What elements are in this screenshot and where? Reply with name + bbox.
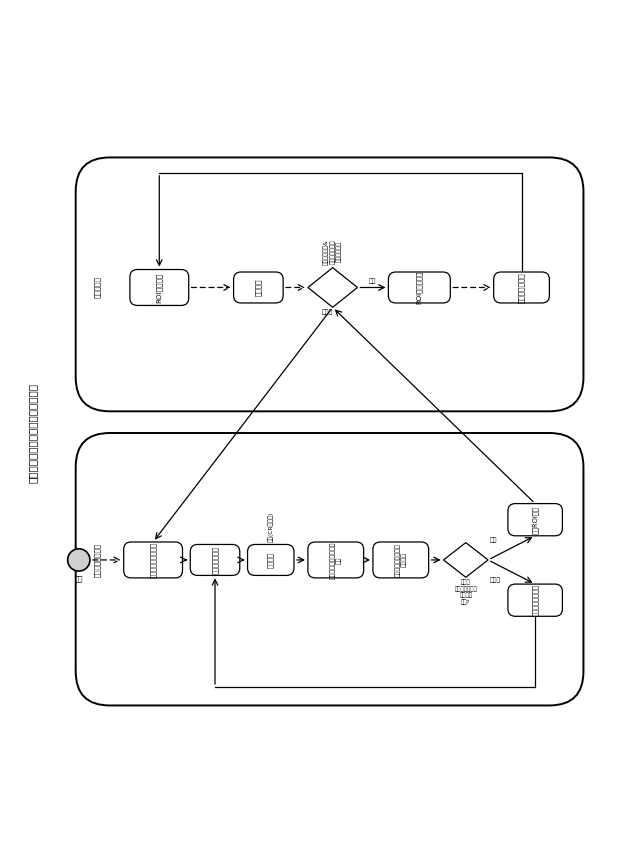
FancyBboxPatch shape bbox=[76, 158, 583, 411]
Text: いいえ: いいえ bbox=[490, 578, 501, 583]
FancyBboxPatch shape bbox=[248, 545, 294, 575]
FancyBboxPatch shape bbox=[190, 545, 240, 575]
FancyBboxPatch shape bbox=[373, 542, 429, 578]
Text: 見つけた特徴&
生理学的制約に
一致する情報: 見つけた特徴& 生理学的制約に 一致する情報 bbox=[323, 239, 342, 265]
Text: はい: はい bbox=[490, 537, 498, 543]
Text: 追跡モード: 追跡モード bbox=[94, 276, 101, 299]
FancyBboxPatch shape bbox=[130, 269, 188, 306]
Text: ROI画像取得: ROI画像取得 bbox=[156, 273, 162, 302]
Text: タイル再位置決め: タイル再位置決め bbox=[532, 585, 539, 617]
Text: タイル画像取得: タイル画像取得 bbox=[211, 546, 218, 574]
FancyBboxPatch shape bbox=[76, 433, 583, 706]
FancyBboxPatch shape bbox=[494, 272, 549, 303]
FancyBboxPatch shape bbox=[388, 272, 450, 303]
Text: 画像処理: 画像処理 bbox=[267, 552, 274, 568]
Text: 開始: 開始 bbox=[75, 575, 83, 582]
FancyBboxPatch shape bbox=[508, 584, 562, 617]
Circle shape bbox=[68, 549, 90, 571]
Text: 視線マッピング: 視線マッピング bbox=[518, 272, 525, 303]
Text: 頭位置検索モード: 頭位置検索モード bbox=[94, 543, 101, 577]
Polygon shape bbox=[308, 268, 358, 307]
FancyBboxPatch shape bbox=[124, 542, 182, 578]
Text: 特徴アキュムレータ
チェック: 特徴アキュムレータ チェック bbox=[395, 543, 407, 577]
FancyBboxPatch shape bbox=[308, 542, 364, 578]
Text: 特徴が
特徴学習制約に
生理学的
一致?: 特徴が 特徴学習制約に 生理学的 一致? bbox=[455, 579, 477, 604]
Text: 専用タイルを用いた頭位置スキャン: 専用タイルを用いた頭位置スキャン bbox=[27, 383, 37, 483]
FancyBboxPatch shape bbox=[234, 272, 283, 303]
FancyBboxPatch shape bbox=[508, 504, 562, 536]
Text: 初期ROI決定: 初期ROI決定 bbox=[532, 506, 539, 533]
Text: 初期タイル位置設定: 初期タイル位置設定 bbox=[150, 542, 156, 578]
Text: はい: はい bbox=[369, 278, 377, 284]
Text: ROI再位置決め: ROI再位置決め bbox=[416, 271, 423, 304]
Text: 画像処理: 画像処理 bbox=[255, 279, 262, 296]
Text: 特徴(CR、瞳孔): 特徴(CR、瞳孔) bbox=[268, 512, 274, 542]
Text: いいえ: いいえ bbox=[322, 310, 333, 315]
Polygon shape bbox=[443, 543, 488, 578]
Text: 特徴アキュムレータに
追加: 特徴アキュムレータに 追加 bbox=[330, 541, 342, 578]
